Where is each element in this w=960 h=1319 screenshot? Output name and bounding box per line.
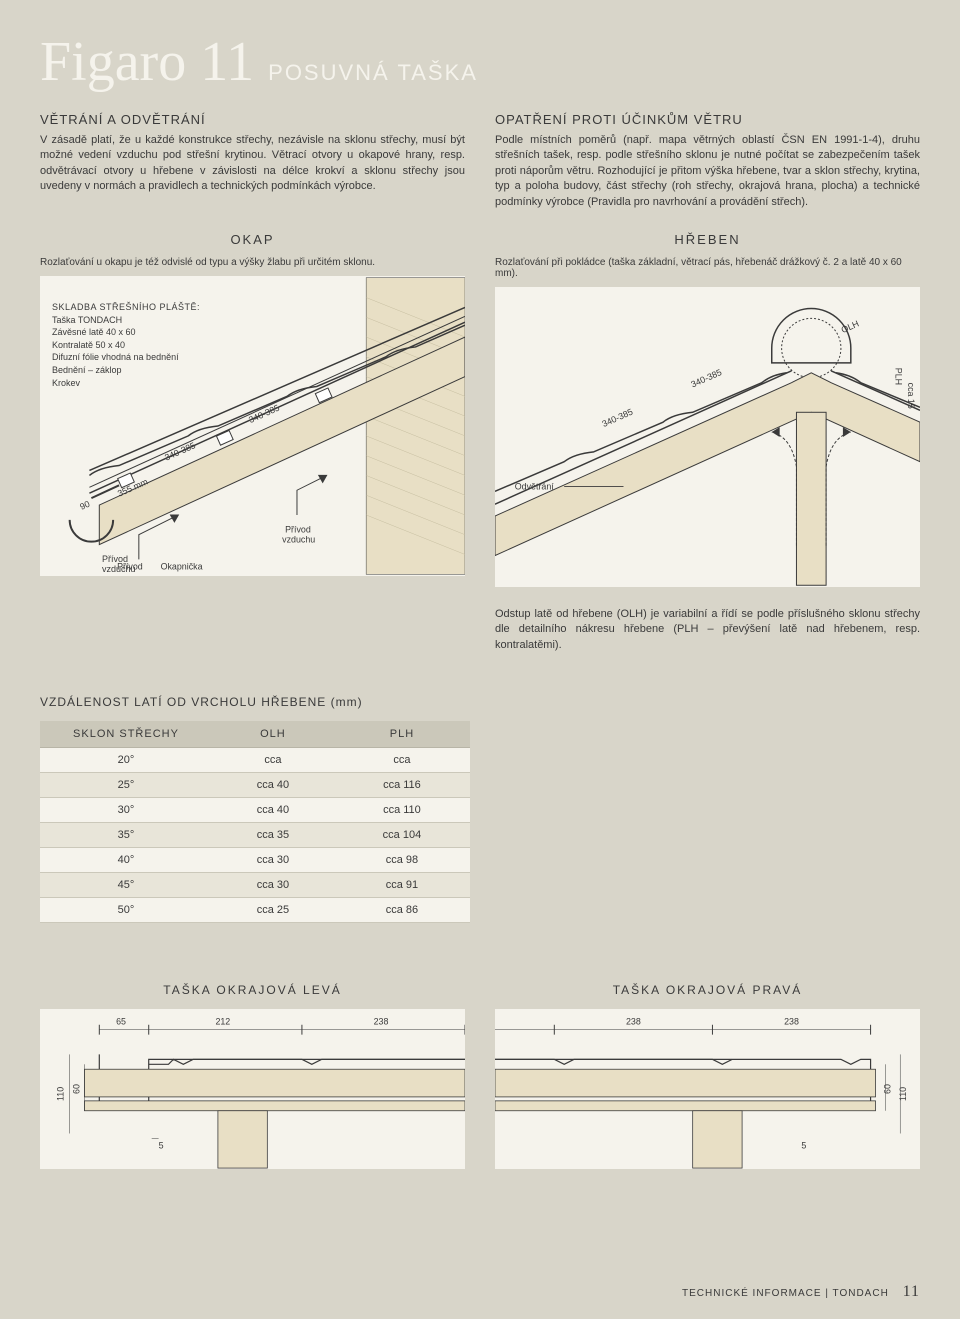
th-plh: PLH [334, 721, 470, 748]
right-tile-diagram: 238 238 110 60 5 [495, 1009, 920, 1169]
table-row: 30°cca 40cca 110 [40, 798, 470, 823]
footer-text: TECHNICKÉ INFORMACE | TONDACH [682, 1288, 889, 1299]
table-row: 25°cca 40cca 116 [40, 773, 470, 798]
title-main: Figaro 11 [40, 31, 254, 93]
hreben-title: HŘEBEN [495, 232, 920, 247]
table-cell: cca 116 [334, 773, 470, 798]
skladba-item: Závěsné latě 40 x 60 [52, 326, 200, 339]
dim: 5 [159, 1140, 164, 1150]
dim-label: 340-385 [163, 440, 197, 462]
table-cell: 30° [40, 798, 212, 823]
note-row: Odstup latě od hřebene (OLH) je variabil… [40, 607, 920, 673]
dim: 60 [882, 1084, 892, 1094]
label-odvetrani: Odvětrání [515, 481, 555, 491]
skladba-title: SKLADBA STŘEŠNÍHO PLÁŠTĚ: [52, 301, 200, 314]
title-subtitle: POSUVNÁ TAŠKA [268, 60, 478, 85]
right-tile-col: TAŠKA OKRAJOVÁ PRAVÁ 238 238 [495, 983, 920, 1169]
dim: 212 [215, 1017, 230, 1027]
table-cell: cca 30 [212, 873, 334, 898]
table-row: 35°cca 35cca 104 [40, 823, 470, 848]
table-row: 20°ccacca [40, 748, 470, 773]
bottom-diagrams: TAŠKA OKRAJOVÁ LEVÁ 65 212 238 [40, 983, 920, 1169]
okap-title: OKAP [40, 232, 465, 247]
page-title: Figaro 11 POSUVNÁ TAŠKA [40, 30, 920, 94]
okap-diagram: SKLADBA STŘEŠNÍHO PLÁŠTĚ: Taška TONDACH … [40, 276, 465, 576]
table-cell: 45° [40, 873, 212, 898]
label-privod2: vzduchu [282, 535, 315, 545]
dim: 65 [116, 1017, 126, 1027]
table-row: 50°cca 25cca 86 [40, 898, 470, 923]
table-cell: cca 35 [212, 823, 334, 848]
skladba-item: Kontralatě 50 x 40 [52, 339, 200, 352]
okap-col: OKAP Rozlaťování u okapu je též odvislé … [40, 232, 465, 587]
intro-columns: VĚTRÁNÍ A ODVĚTRÁNÍ V zásadě platí, že u… [40, 112, 920, 210]
table-title: VZDÁLENOST LATÍ OD VRCHOLU HŘEBENE (mm) [40, 695, 920, 709]
hreben-col: HŘEBEN Rozlaťování při pokládce (taška z… [495, 232, 920, 587]
table-cell: cca [212, 748, 334, 773]
table-cell: cca 104 [334, 823, 470, 848]
dim: 110 [56, 1087, 66, 1101]
page-number: 11 [903, 1283, 920, 1300]
dim: 238 [784, 1017, 799, 1027]
opatreni-title: OPATŘENÍ PROTI ÚČINKŮM VĚTRU [495, 112, 920, 127]
okap-caption: Rozlaťování u okapu je též odvislé od ty… [40, 257, 465, 268]
dim: 5 [801, 1140, 806, 1150]
skladba-item: Krokev [52, 377, 200, 390]
right-tile-svg: 238 238 110 60 5 [495, 1009, 920, 1169]
table-cell: 20° [40, 748, 212, 773]
dim: 238 [626, 1017, 641, 1027]
label-plh: PLH [893, 368, 903, 385]
left-tile-col: TAŠKA OKRAJOVÁ LEVÁ 65 212 238 [40, 983, 465, 1169]
footer: TECHNICKÉ INFORMACE | TONDACH 11 [682, 1283, 920, 1301]
th-sklon: SKLON STŘECHY [40, 721, 212, 748]
hreben-diagram: 340-385 340-385 OLH PLH cca 15 Odvětrání [495, 287, 920, 587]
table-cell: cca 110 [334, 798, 470, 823]
label-privod: Přívod [285, 525, 311, 535]
table-cell: cca 86 [334, 898, 470, 923]
skladba-item: Taška TONDACH [52, 314, 200, 327]
table-cell: 40° [40, 848, 212, 873]
table-row: 40°cca 30cca 98 [40, 848, 470, 873]
skladba-list: SKLADBA STŘEŠNÍHO PLÁŠTĚ: Taška TONDACH … [52, 301, 200, 389]
th-olh: OLH [212, 721, 334, 748]
opatreni-body: Podle místních poměrů (např. mapa větrný… [495, 133, 920, 210]
left-tile-title: TAŠKA OKRAJOVÁ LEVÁ [40, 983, 465, 997]
table-cell: 50° [40, 898, 212, 923]
dim-label: 90 [78, 499, 91, 512]
hreben-svg: 340-385 340-385 OLH PLH cca 15 Odvětrání [495, 287, 920, 587]
skladba-item: Bednění – záklop [52, 364, 200, 377]
table-cell: cca 40 [212, 798, 334, 823]
table-cell: 35° [40, 823, 212, 848]
right-tile-title: TAŠKA OKRAJOVÁ PRAVÁ [495, 983, 920, 997]
hreben-caption: Rozlaťování při pokládce (taška základní… [495, 257, 920, 279]
table-row: 45°cca 30cca 91 [40, 873, 470, 898]
dim: 110 [898, 1087, 908, 1101]
diagram-row: OKAP Rozlaťování u okapu je též odvislé … [40, 232, 920, 587]
label-olh: OLH [840, 318, 861, 335]
label-okapnicka: Okapnička [161, 561, 203, 571]
left-tile-diagram: 65 212 238 110 [40, 1009, 465, 1169]
table-cell: cca [334, 748, 470, 773]
label-privod-bottom: Přívodvzduchu [102, 554, 136, 574]
table-cell: cca 40 [212, 773, 334, 798]
dim-label: 340-385 [689, 367, 723, 389]
dim: 60 [72, 1084, 82, 1094]
vetrani-body: V zásadě platí, že u každé konstrukce st… [40, 133, 465, 195]
col-left: VĚTRÁNÍ A ODVĚTRÁNÍ V zásadě platí, že u… [40, 112, 465, 210]
table-cell: 25° [40, 773, 212, 798]
skladba-item: Difuzní fólie vhodná na bednění [52, 351, 200, 364]
dim-label: 340-385 [600, 406, 634, 428]
olh-note: Odstup latě od hřebene (OLH) je variabil… [495, 607, 920, 653]
label-cca15: cca 15 [906, 383, 916, 409]
table-cell: cca 25 [212, 898, 334, 923]
distance-table: SKLON STŘECHY OLH PLH 20°ccacca25°cca 40… [40, 721, 470, 923]
table-cell: cca 30 [212, 848, 334, 873]
table-cell: cca 91 [334, 873, 470, 898]
table-cell: cca 98 [334, 848, 470, 873]
left-tile-svg: 65 212 238 110 [40, 1009, 465, 1169]
col-right: OPATŘENÍ PROTI ÚČINKŮM VĚTRU Podle místn… [495, 112, 920, 210]
dim: 238 [374, 1017, 389, 1027]
vetrani-title: VĚTRÁNÍ A ODVĚTRÁNÍ [40, 112, 465, 127]
